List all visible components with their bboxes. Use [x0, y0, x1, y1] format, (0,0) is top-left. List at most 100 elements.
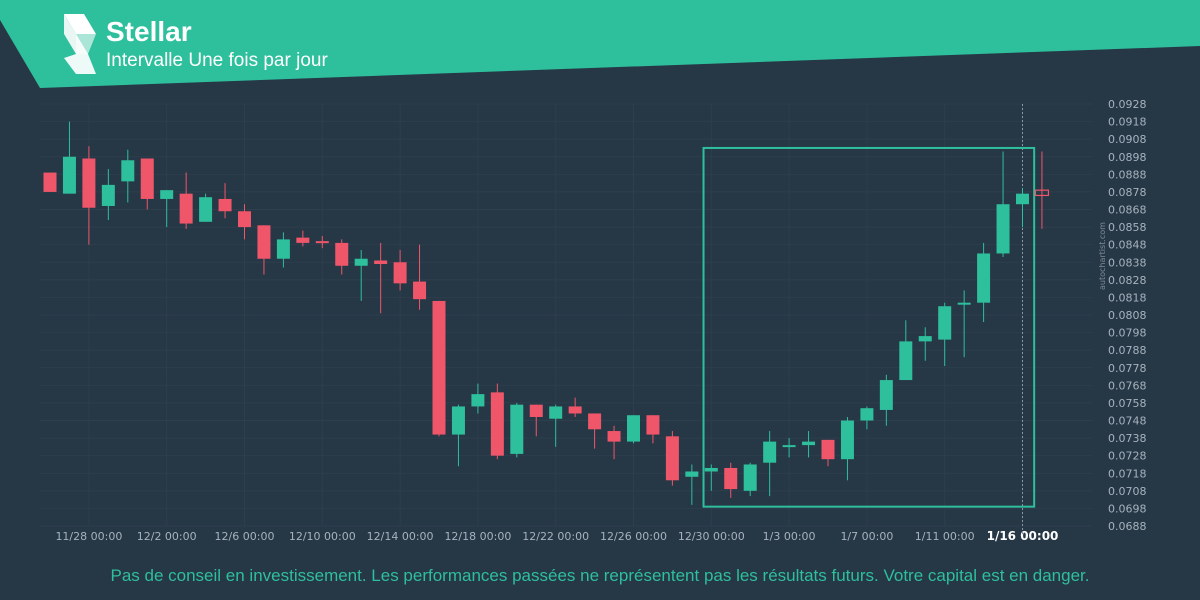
y-tick-label: 0.0898	[1108, 151, 1147, 164]
candle-body	[335, 242, 349, 266]
candle-body	[549, 406, 563, 419]
candle-body	[802, 441, 816, 446]
candle-body	[588, 413, 602, 430]
candle-body	[354, 258, 368, 266]
candle-body	[529, 404, 543, 417]
candle-body	[646, 415, 660, 435]
candle-body	[821, 439, 835, 460]
y-tick-label: 0.0888	[1108, 168, 1147, 181]
x-tick-label: 12/30 00:00	[678, 530, 745, 543]
y-tick-label: 0.0878	[1108, 186, 1147, 199]
stellar-logo-icon	[64, 14, 96, 74]
candle-body	[393, 262, 407, 284]
y-tick-label: 0.0788	[1108, 344, 1147, 357]
candle-body	[763, 441, 777, 463]
candle-body	[840, 420, 854, 460]
y-tick-label: 0.0708	[1108, 485, 1147, 498]
y-tick-label: 0.0738	[1108, 432, 1147, 445]
x-tick-label: 12/22 00:00	[522, 530, 589, 543]
candle-body	[121, 160, 135, 182]
header-banner	[0, 0, 1200, 88]
x-tick-label: 12/6 00:00	[215, 530, 275, 543]
y-tick-label: 0.0838	[1108, 256, 1147, 269]
candle-body	[276, 239, 290, 259]
candle-body	[471, 394, 485, 407]
y-tick-label: 0.0928	[1108, 98, 1147, 111]
x-tick-label: 1/3 00:00	[763, 530, 816, 543]
y-tick-label: 0.0808	[1108, 309, 1147, 322]
y-tick-label: 0.0918	[1108, 116, 1147, 129]
candle-body	[510, 404, 524, 454]
x-tick-label: 12/14 00:00	[367, 530, 434, 543]
x-tick-label: 1/7 00:00	[840, 530, 893, 543]
y-tick-label: 0.0758	[1108, 397, 1147, 410]
candle-body	[315, 241, 329, 244]
candle-body	[957, 302, 971, 305]
y-tick-label: 0.0798	[1108, 327, 1147, 340]
candle-body	[490, 392, 504, 456]
y-tick-label: 0.0818	[1108, 291, 1147, 304]
candle-body	[938, 306, 952, 340]
candle-body	[101, 184, 115, 206]
candle-body	[62, 156, 76, 194]
y-tick-label: 0.0728	[1108, 450, 1147, 463]
candle-body	[1016, 193, 1029, 205]
candle-body	[996, 204, 1010, 254]
candle-body	[413, 281, 427, 300]
x-tick-label: 12/2 00:00	[137, 530, 197, 543]
watermark: autochartist.com	[1098, 222, 1107, 290]
x-tick-label: 12/10 00:00	[289, 530, 356, 543]
y-tick-label: 0.0908	[1108, 133, 1147, 146]
candle-body	[218, 198, 232, 212]
y-tick-label: 0.0828	[1108, 274, 1147, 287]
candle-body	[257, 225, 271, 259]
candle-body	[743, 464, 757, 491]
candle-body	[199, 197, 213, 222]
candle-body	[899, 341, 913, 381]
candle-body	[374, 260, 388, 265]
candle-body	[296, 237, 310, 243]
header-banner-shape	[0, 0, 1200, 88]
y-tick-label: 0.0858	[1108, 221, 1147, 234]
candle-body	[918, 336, 932, 342]
y-tick-label: 0.0848	[1108, 239, 1147, 252]
candle-body	[685, 471, 699, 477]
candle-body	[160, 190, 174, 199]
candle-body	[607, 431, 621, 442]
x-tick-label: 11/28 00:00	[55, 530, 122, 543]
candle-body	[860, 408, 874, 421]
candle-body	[1034, 189, 1050, 197]
asset-name: Stellar	[106, 16, 192, 47]
y-tick-label: 0.0718	[1108, 467, 1147, 480]
candle-body	[238, 211, 251, 228]
candle-body	[782, 445, 796, 448]
candle-body	[879, 380, 893, 410]
candle-body	[665, 436, 679, 481]
y-tick-label: 0.0768	[1108, 379, 1147, 392]
candle-body	[568, 406, 582, 414]
pattern-box	[702, 146, 1036, 508]
candle-body	[627, 415, 640, 442]
y-tick-label: 0.0698	[1108, 502, 1147, 515]
x-tick-label: 12/18 00:00	[444, 530, 511, 543]
x-tick-label: 1/11 00:00	[915, 530, 975, 543]
y-tick-label: 0.0778	[1108, 362, 1147, 375]
candle-body	[451, 406, 465, 435]
candle-body	[140, 158, 154, 199]
y-tick-label: 0.0748	[1108, 415, 1147, 428]
candlestick-chart: 0.0928 0.0918 0.0908 0.0898 0.0888 0.0878 0.08…	[43, 98, 1147, 543]
candle-body	[977, 253, 991, 303]
candle-body	[43, 172, 57, 192]
y-tick-label: 0.0688	[1108, 520, 1147, 533]
y-tick-label: 0.0868	[1108, 204, 1147, 217]
candle-body	[82, 158, 96, 208]
candle-body	[179, 193, 193, 224]
candle-body	[704, 467, 718, 472]
candle-body	[724, 467, 738, 490]
candle-body	[432, 300, 446, 435]
x-tick-label: 1/16 00:00	[987, 529, 1059, 543]
disclaimer: Pas de conseil en investissement. Les pe…	[110, 566, 1090, 585]
interval-label: Intervalle Une fois par jour	[106, 50, 328, 71]
watermark-text: autochartist.com	[1098, 222, 1107, 290]
x-tick-label: 12/26 00:00	[600, 530, 667, 543]
